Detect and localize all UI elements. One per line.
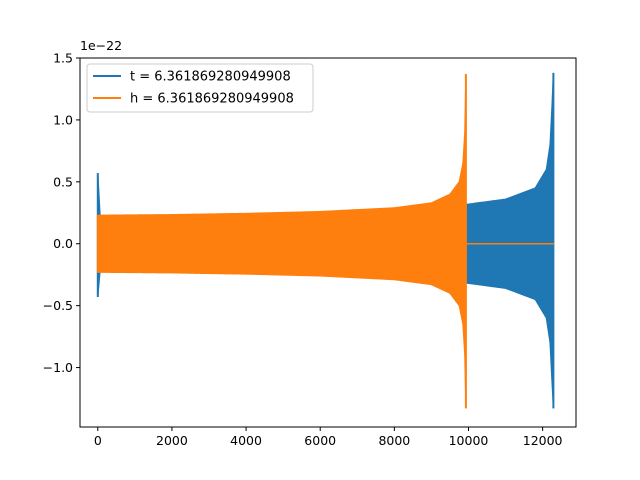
y-axis: −1.0 −0.5 0.0 0.5 1.0 1.5 (43, 51, 80, 375)
y-tick-label: 0.0 (53, 236, 73, 251)
x-tick-label: 8000 (378, 433, 410, 448)
axes-frame (79, 57, 577, 428)
y-tick-label: −1.0 (43, 360, 73, 375)
legend-label-h: h = 6.361869280949908 (130, 92, 294, 107)
y-tick-label: 0.5 (53, 174, 73, 189)
plot-area (96, 72, 555, 409)
x-axis: 0 2000 4000 6000 8000 10000 12000 (94, 427, 563, 448)
y-scale-offset-label: 1e−22 (80, 38, 122, 53)
x-tick-label: 0 (94, 433, 102, 448)
y-tick-label: −0.5 (43, 298, 73, 313)
legend: t = 6.361869280949908 h = 6.361869280949… (86, 63, 314, 113)
y-tick-label: 1.0 (53, 112, 73, 127)
x-tick-label: 10000 (449, 433, 489, 448)
x-tick-label: 2000 (156, 433, 188, 448)
legend-label-t: t = 6.361869280949908 (130, 70, 291, 85)
series-1-waveform (97, 74, 467, 409)
y-tick-label: 1.5 (53, 51, 73, 66)
legend-box (86, 63, 314, 113)
x-tick-label: 6000 (304, 433, 336, 448)
x-tick-label: 4000 (230, 433, 262, 448)
x-tick-label: 12000 (523, 433, 563, 448)
